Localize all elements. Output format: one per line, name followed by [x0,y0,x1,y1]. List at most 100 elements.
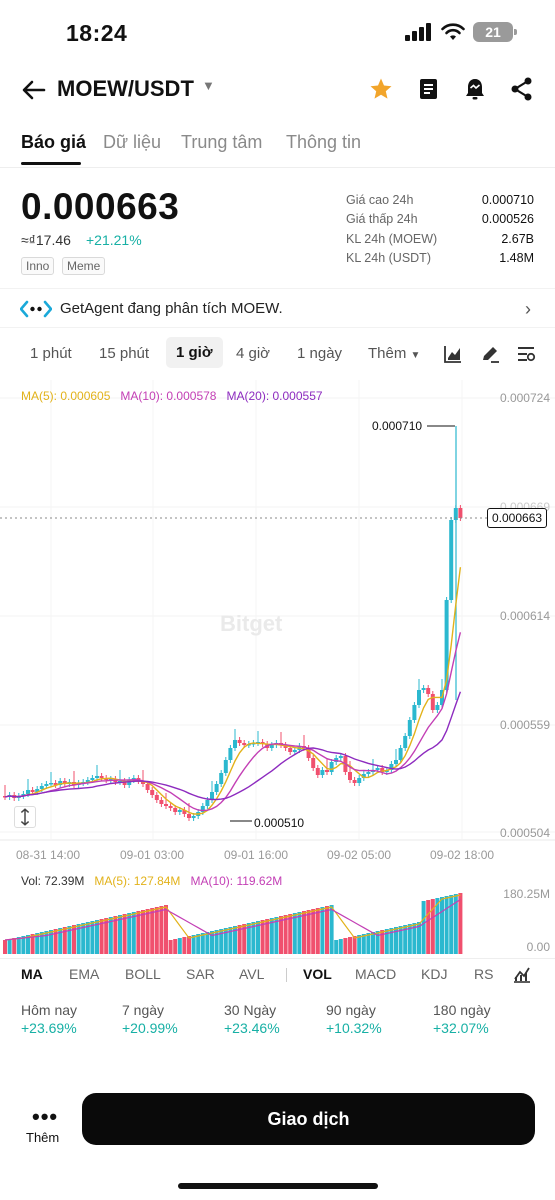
indicator-macd[interactable]: MACD [355,966,397,982]
pair-dropdown-icon[interactable]: ▼ [202,78,215,93]
candle-body [145,784,150,790]
volume-bar [269,918,274,954]
volume-bar [26,935,30,954]
share-icon[interactable] [509,76,535,102]
volume-bar [288,914,293,954]
volume-bar [412,923,417,954]
indicator-divider [286,968,287,982]
volume-bar [325,906,329,954]
stat-value-high: 0.000710 [481,193,534,207]
x-tick: 09-01 03:00 [120,848,185,862]
chart-type-icon[interactable] [443,344,463,364]
stat-label-vol-quote: KL 24h (USDT) [346,251,431,265]
volume-bar [334,940,339,954]
interval-1d[interactable]: 1 ngày [297,345,343,362]
candle-body [357,778,362,783]
volume-bar [453,894,458,954]
perf-value-180d: +32.07% [433,1020,489,1036]
indicator-boll[interactable]: BOLL [125,966,161,982]
tab-info[interactable]: Thông tin [286,132,362,152]
candle-body [122,781,127,785]
candle-body [320,770,325,775]
low-price-label: 0.000510 [254,816,305,830]
volume-bar [72,925,76,954]
volume-bar [366,933,371,954]
favorite-star-icon[interactable] [368,76,394,102]
volume-bar [118,915,122,954]
interval-4h[interactable]: 4 giờ [236,345,271,362]
price-alert-icon[interactable] [462,76,488,102]
ma20-legend: MA(20): 0.000557 [226,389,323,403]
indicator-settings-icon[interactable] [516,344,536,364]
indicator-avl[interactable]: AVL [239,966,265,982]
volume-bar [95,920,99,954]
candle-body [44,784,49,786]
candle-body [352,780,357,783]
volume-bar [99,919,104,954]
trade-button[interactable]: Giao dịch [82,1093,535,1145]
volume-bar [44,931,49,954]
volume-bar [154,907,159,954]
candle-body [430,694,435,710]
candle-body [150,790,155,795]
last-price-tag[interactable]: 0.000663 [487,508,548,528]
volume-bar [228,927,233,954]
volume-bar [62,927,67,954]
candle-body [118,781,122,783]
expand-chart-icon[interactable] [14,806,36,828]
candle-body [389,764,394,770]
candle-body [168,806,173,808]
drawing-tool-icon[interactable] [480,344,500,364]
candle-body [435,705,440,710]
candle-body [35,789,40,792]
candle-body [191,816,196,818]
volume-bar [311,909,316,954]
volume-bar [371,932,375,954]
back-arrow-icon[interactable] [20,76,48,104]
tag-inno[interactable]: Inno [21,257,55,275]
vol-ma10-line [4,898,461,941]
indicator-rsi[interactable]: RS [474,966,494,982]
interval-more[interactable]: Thêm ▼ [368,345,420,362]
interval-1m[interactable]: 1 phút [30,345,72,362]
candle-body [449,520,454,600]
tab-center[interactable]: Trung tâm [181,132,263,152]
candle-body [187,814,191,818]
candlestick-chart[interactable] [0,380,555,880]
indicator-vol[interactable]: VOL [303,966,332,982]
candle-body [311,758,316,768]
candle-body [164,804,168,806]
y-tick: 0.000614 [499,609,550,623]
volume-bar [265,919,270,954]
more-label[interactable]: Thêm [26,1130,60,1145]
ma5-legend: MA(5): 0.000605 [21,389,111,403]
volume-bar [108,917,113,954]
volume-bar [49,930,53,954]
tab-quote[interactable]: Báo giá [21,132,87,152]
indicator-chart-icon[interactable] [512,964,532,984]
notebook-icon[interactable] [416,76,442,102]
getagent-banner[interactable]: GetAgent đang phân tích MOEW. › [0,288,555,328]
candle-body [53,783,58,785]
indicator-ema[interactable]: EMA [69,966,100,982]
more-dots-icon[interactable]: ••• [32,1104,59,1129]
volume-bar [3,940,7,954]
tab-data[interactable]: Dữ liệu [103,132,162,152]
indicator-ma[interactable]: MA [21,966,43,982]
volume-bar [200,933,205,954]
vol-ma5-legend: MA(5): 127.84M [94,874,181,888]
volume-bars [3,893,463,954]
volume-bar [21,936,26,954]
pair-title[interactable]: MOEW/USDT [57,76,194,101]
indicator-sar[interactable]: SAR [186,966,215,982]
volume-bar [242,924,247,954]
volume-bar [251,922,256,954]
high-price-label: 0.000710 [372,419,423,433]
volume-bar [205,932,210,954]
volume-bar [39,932,44,954]
interval-1h[interactable]: 1 giờ [166,337,223,368]
interval-15m[interactable]: 15 phút [99,345,150,362]
tag-meme[interactable]: Meme [62,257,106,275]
y-tick: 0.000504 [499,826,550,840]
indicator-kdj[interactable]: KDJ [421,966,448,982]
